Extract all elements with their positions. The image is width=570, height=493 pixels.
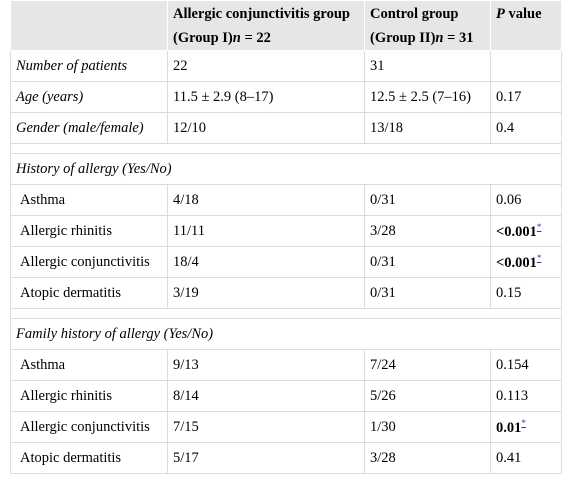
header-group-2: Control group (Group II)n = 31 [364,0,491,51]
group-2-value: 1/30 [364,411,491,443]
demographics-table: Allergic conjunctivitis group (Group I)n… [10,0,562,474]
group-1-value: 4/18 [167,184,365,216]
section-header-family: Family history of allergy (Yes/No) [10,318,562,350]
footnote-link[interactable]: * [521,417,526,428]
p-value-significant: 0.01 [496,419,522,436]
group-1-value: 18/4 [167,246,365,278]
header-group-1-line1: Allergic conjunctivitis group [173,6,350,22]
section-title-family: Family history of allergy (Yes/No) [10,318,562,350]
header-group-1: Allergic conjunctivitis group (Group I)n… [167,0,365,51]
group-1-value: 11.5 ± 2.9 (8–17) [167,81,365,113]
p-value: 0.01* [490,411,562,443]
header-group-2-n: n [435,30,444,46]
header-group-1-count: = 22 [240,30,271,46]
group-1-value: 12/10 [167,112,365,144]
table-row: Atopic dermatitis 5/17 3/28 0.41 [10,442,562,474]
header-group-1-line2: (Group I)n = 22 [173,26,359,50]
table-row: Age (years) 11.5 ± 2.9 (8–17) 12.5 ± 2.5… [10,81,562,113]
row-label: Allergic conjunctivitis [10,411,168,443]
header-p-value-text: P value [496,2,556,26]
section-spacer [10,143,562,154]
header-group-1-label: (Group I) [173,30,233,46]
header-group-2-line2: (Group II)n = 31 [370,26,485,50]
group-2-value: 5/26 [364,380,491,412]
row-label: Age (years) [10,81,168,113]
group-2-value: 0/31 [364,246,491,278]
group-1-value: 22 [167,50,365,82]
table-row: Asthma 9/13 7/24 0.154 [10,349,562,381]
group-2-value: 0/31 [364,184,491,216]
section-spacer [10,308,562,319]
group-2-value: 12.5 ± 2.5 (7–16) [364,81,491,113]
row-label: Number of patients [10,50,168,82]
header-empty-cell [10,0,168,51]
row-label: Asthma [10,349,168,381]
table-header: Allergic conjunctivitis group (Group I)n… [10,0,562,51]
p-value: 0.15 [490,277,562,309]
group-2-value: 0/31 [364,277,491,309]
p-value: 0.17 [490,81,562,113]
table-row: Gender (male/female) 12/10 13/18 0.4 [10,112,562,144]
group-1-value: 7/15 [167,411,365,443]
group-2-value: 31 [364,50,491,82]
footnote-link[interactable]: * [536,221,542,232]
row-label: Gender (male/female) [10,112,168,144]
row-label: Allergic conjunctivitis [10,246,168,278]
table-row: Allergic conjunctivitis 18/4 0/31 <0.001… [10,246,562,278]
p-value: <0.001* [490,215,562,247]
header-group-1-n: n [232,30,241,46]
header-p-value: P value [490,0,562,51]
p-value: 0.113 [490,380,562,412]
section-title-history: History of allergy (Yes/No) [10,153,562,185]
table-row: Allergic rhinitis 11/11 3/28 <0.001* [10,215,562,247]
header-group-2-label: (Group II) [370,30,436,46]
header-p-letter: P [496,6,505,22]
p-value: 0.4 [490,112,562,144]
spacer-cell [10,143,562,154]
p-value: 0.06 [490,184,562,216]
row-label: Allergic rhinitis [10,215,168,247]
group-2-value: 3/28 [364,215,491,247]
group-2-value: 7/24 [364,349,491,381]
group-1-value: 11/11 [167,215,365,247]
group-1-value: 5/17 [167,442,365,474]
row-label: Atopic dermatitis [10,277,168,309]
p-value [490,50,562,82]
row-label: Allergic rhinitis [10,380,168,412]
spacer-cell [10,308,562,319]
group-2-value: 3/28 [364,442,491,474]
row-label: Asthma [10,184,168,216]
group-1-value: 8/14 [167,380,365,412]
p-value-significant: <0.001 [496,223,537,240]
p-value: 0.41 [490,442,562,474]
group-2-value: 13/18 [364,112,491,144]
header-group-2-count: = 31 [443,30,474,46]
table-row: Asthma 4/18 0/31 0.06 [10,184,562,216]
table-row: Allergic rhinitis 8/14 5/26 0.113 [10,380,562,412]
footnote-link[interactable]: * [536,252,542,263]
table-row: Atopic dermatitis 3/19 0/31 0.15 [10,277,562,309]
table-row: Number of patients 22 31 [10,50,562,82]
p-value: 0.154 [490,349,562,381]
group-1-value: 9/13 [167,349,365,381]
p-value-significant: <0.001 [496,254,537,271]
header-value-word: value [504,6,542,22]
row-label: Atopic dermatitis [10,442,168,474]
p-value: <0.001* [490,246,562,278]
header-group-2-line1: Control group [370,6,459,22]
table-row: Allergic conjunctivitis 7/15 1/30 0.01* [10,411,562,443]
section-header-history: History of allergy (Yes/No) [10,153,562,185]
group-1-value: 3/19 [167,277,365,309]
